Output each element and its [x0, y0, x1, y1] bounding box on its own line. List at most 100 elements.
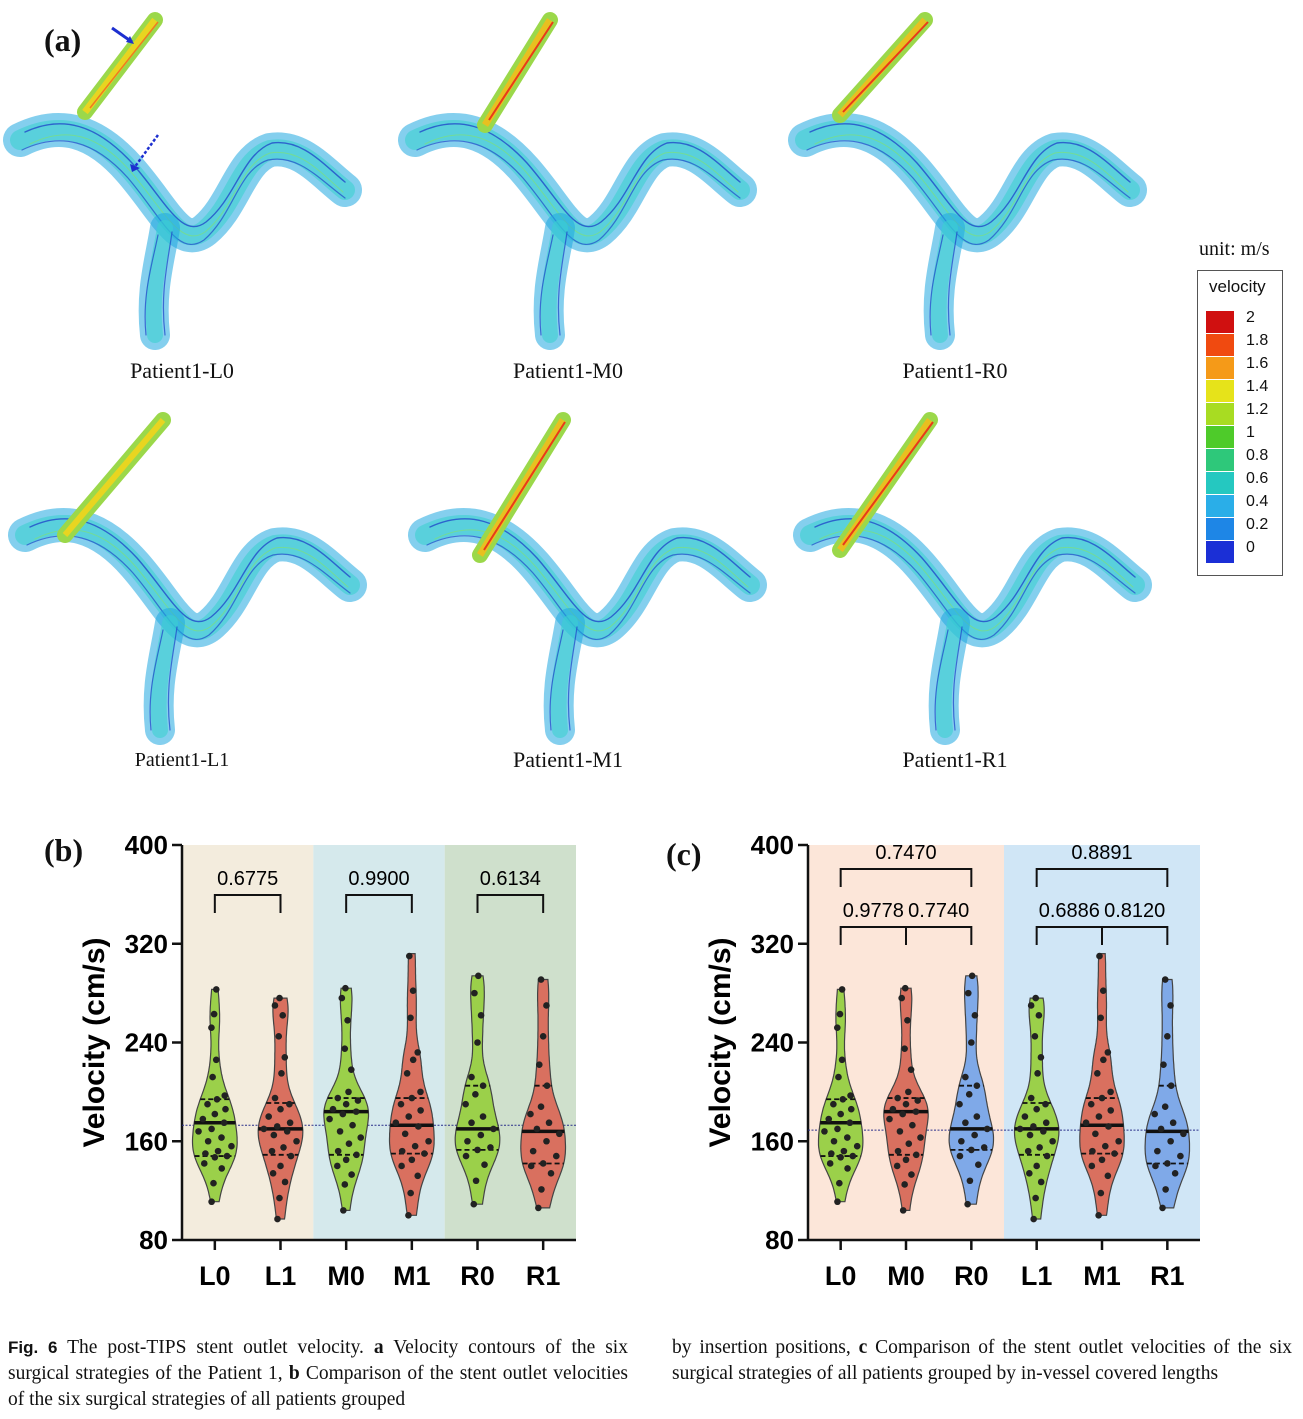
data-point	[838, 986, 846, 993]
y-tick-label: 160	[125, 1126, 168, 1156]
data-point	[983, 1125, 991, 1133]
legend-swatch	[1206, 334, 1234, 356]
caption-right: by insertion positions, c Comparison of …	[672, 1337, 1292, 1384]
data-point	[342, 984, 349, 992]
data-point	[529, 1147, 537, 1155]
data-point	[1151, 1110, 1158, 1118]
legend-tick-label: 1	[1246, 424, 1255, 441]
data-point	[1016, 1125, 1024, 1133]
data-point	[347, 1066, 355, 1073]
data-point	[1042, 1100, 1049, 1108]
data-point	[470, 1200, 478, 1208]
data-point	[408, 1156, 416, 1164]
significance-bracket	[1101, 926, 1169, 945]
legend-unit: unit: m/s	[1199, 238, 1270, 260]
data-point	[917, 1134, 924, 1141]
data-point	[339, 1110, 347, 1118]
data-point	[220, 1119, 228, 1127]
sim-label-l0: Patient1-L0	[130, 358, 234, 383]
x-tick-label: R1	[1150, 1261, 1185, 1291]
data-point	[334, 1162, 341, 1170]
data-point	[968, 972, 976, 980]
data-point	[293, 1137, 300, 1145]
data-point	[1107, 1107, 1115, 1114]
data-point	[552, 1152, 560, 1160]
data-point	[1082, 1119, 1090, 1127]
data-point	[1167, 1137, 1174, 1145]
data-point	[357, 1134, 365, 1141]
data-point	[1159, 1204, 1166, 1212]
data-point	[342, 1156, 350, 1164]
data-point	[414, 1049, 422, 1056]
data-point	[968, 1039, 975, 1046]
data-point	[1043, 1152, 1051, 1160]
data-point	[1036, 1144, 1043, 1151]
data-point	[208, 1024, 215, 1031]
data-point	[479, 1113, 487, 1120]
data-point	[826, 1160, 834, 1167]
data-point	[838, 1056, 846, 1064]
background-band	[313, 845, 445, 1240]
data-point	[964, 1200, 971, 1208]
data-point	[211, 1110, 219, 1118]
data-point	[474, 1039, 481, 1046]
data-point	[543, 1002, 550, 1009]
data-point	[403, 1070, 411, 1077]
data-point	[279, 1012, 287, 1019]
data-point	[475, 972, 482, 980]
background-band	[182, 845, 314, 1240]
data-point	[1161, 976, 1169, 983]
x-tick-label: L0	[199, 1261, 231, 1291]
data-point	[543, 1137, 550, 1145]
data-point	[846, 1119, 854, 1127]
data-point	[908, 1171, 915, 1178]
data-point	[398, 1162, 405, 1170]
data-point	[281, 1178, 289, 1186]
legend-swatch	[1206, 518, 1234, 540]
data-point	[1160, 1061, 1167, 1069]
data-point	[474, 1146, 481, 1154]
data-point	[836, 1179, 843, 1187]
data-point	[210, 1179, 217, 1187]
data-point	[535, 1061, 543, 1069]
y-axis-label: Velocity (cm/s)	[78, 937, 111, 1147]
data-point	[409, 1056, 417, 1064]
data-point	[200, 1160, 208, 1167]
data-point	[833, 1024, 841, 1031]
data-point	[1154, 1147, 1161, 1155]
data-point	[276, 1194, 283, 1202]
data-point	[1161, 1103, 1169, 1110]
legend-swatch	[1206, 426, 1234, 448]
data-point	[277, 1105, 284, 1113]
data-point	[1037, 1054, 1045, 1061]
data-point	[275, 1033, 283, 1040]
data-point	[212, 1056, 220, 1064]
data-point	[472, 1177, 480, 1185]
data-point	[527, 1110, 534, 1118]
data-point	[898, 994, 905, 1002]
data-point	[912, 1108, 920, 1115]
data-point	[421, 1150, 428, 1157]
data-point	[834, 1125, 841, 1133]
data-point	[268, 1147, 276, 1155]
data-point	[905, 1088, 912, 1096]
data-point	[348, 1171, 355, 1178]
data-point	[1087, 1100, 1095, 1108]
legend-tick-label: 0.2	[1246, 516, 1269, 533]
x-tick-label: R1	[526, 1261, 561, 1291]
caption-left: Fig. 6 The post-TIPS stent outlet veloci…	[8, 1337, 628, 1410]
data-point	[281, 1054, 289, 1061]
data-point	[907, 1066, 915, 1073]
data-point	[487, 1144, 494, 1151]
data-point	[340, 1207, 347, 1214]
data-point	[221, 1092, 229, 1099]
data-point	[1021, 1113, 1029, 1120]
data-point	[472, 1091, 479, 1098]
data-point	[490, 1125, 497, 1133]
legend-tick-label: 1.4	[1246, 378, 1269, 395]
data-point	[1095, 1212, 1102, 1219]
x-tick-label: M0	[327, 1261, 365, 1291]
data-point	[468, 1073, 475, 1081]
data-point	[265, 1113, 272, 1120]
x-tick-label: L0	[825, 1261, 857, 1291]
